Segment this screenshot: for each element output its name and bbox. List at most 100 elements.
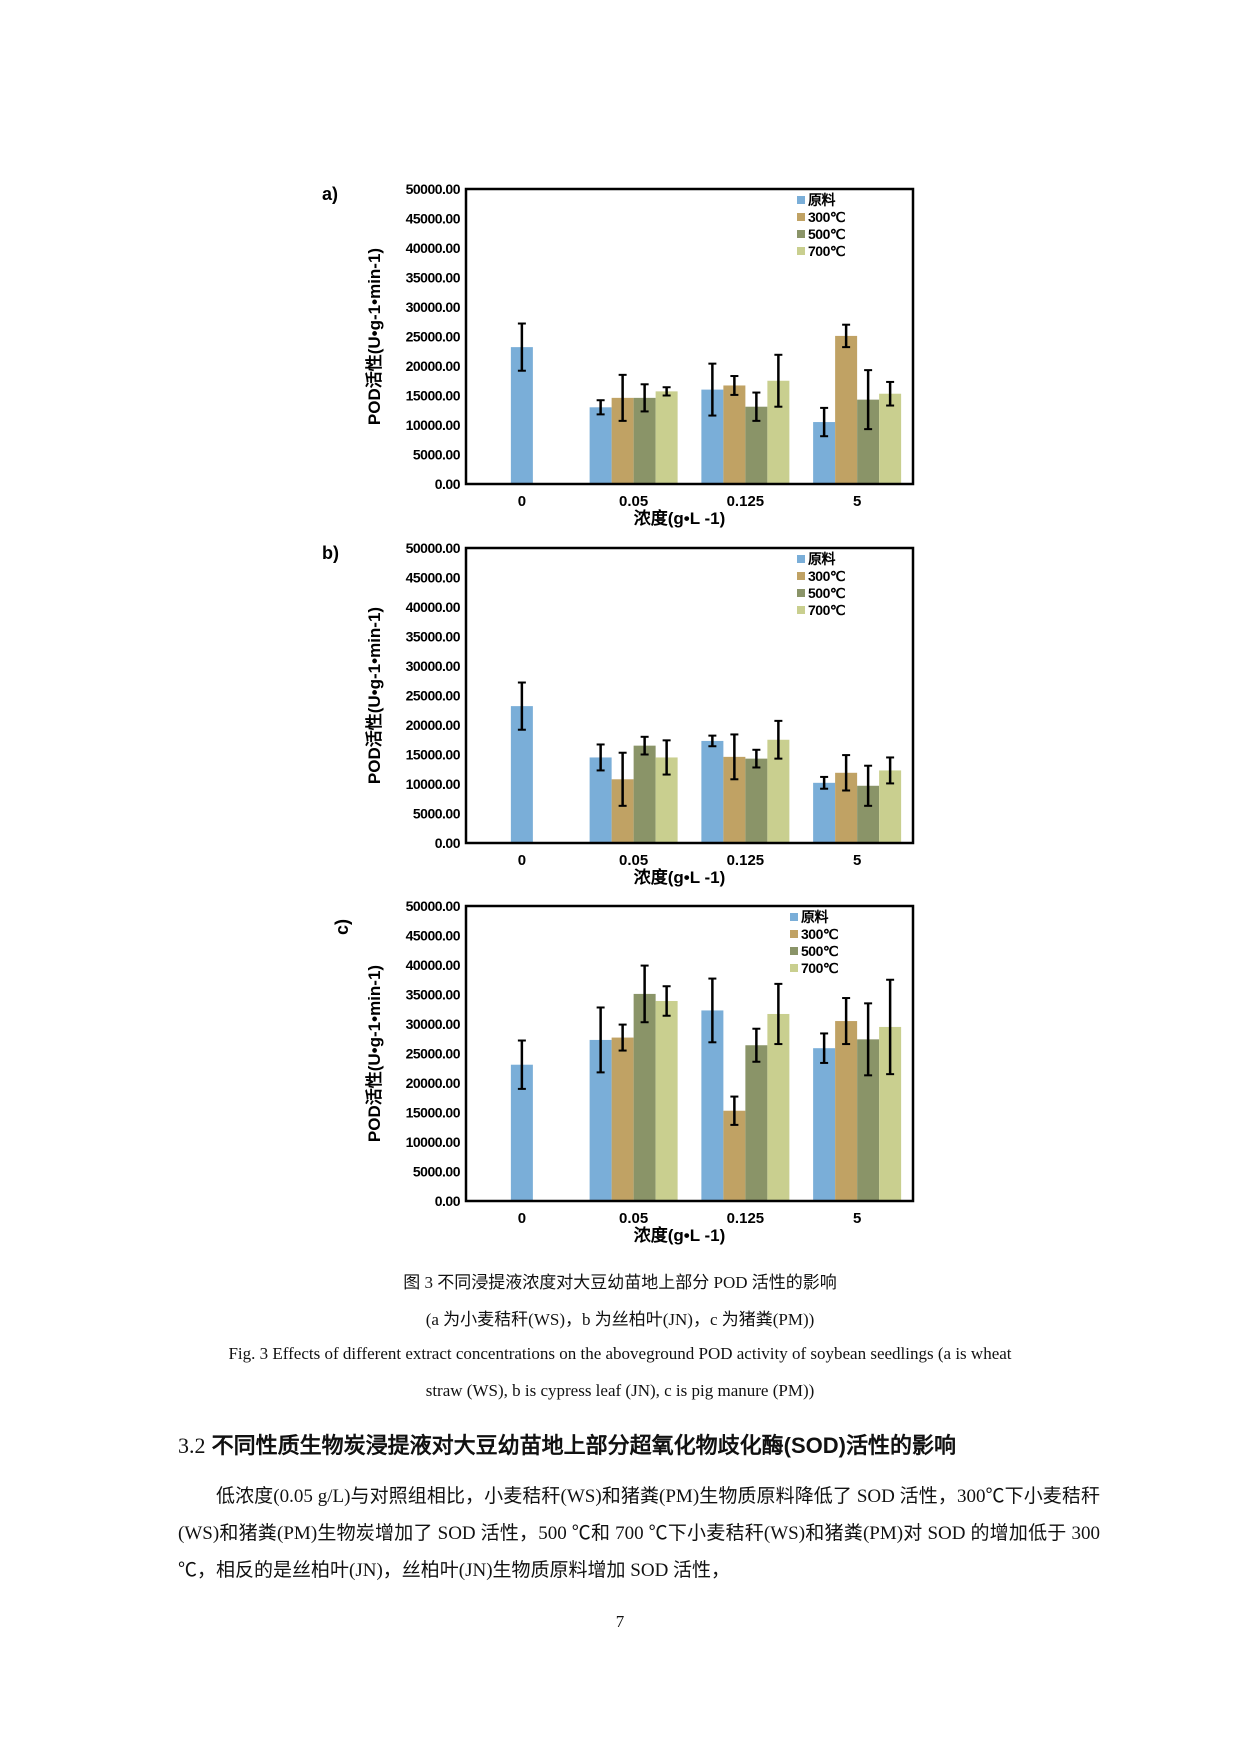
caption-zh-2: (a 为小麦秸秆(WS)，b 为丝柏叶(JN)，c 为猪粪(PM)) <box>425 1310 815 1329</box>
y-tick-label: 10000.00 <box>406 417 461 433</box>
page-number: 7 <box>615 1612 625 1631</box>
legend-swatch <box>797 230 805 238</box>
legend-swatch <box>790 913 798 921</box>
legend-swatch <box>797 555 805 563</box>
bar <box>633 397 656 484</box>
plot-frame <box>464 546 915 845</box>
x-tick-label: 0.125 <box>727 1210 765 1227</box>
y-axis-label: POD活性(U•g-1•min-1) <box>364 965 384 1142</box>
chart-b: 0.00 5000.00 10000.00 15000.00 20000.00 25000… <box>322 529 940 887</box>
y-tick-label: 5000.00 <box>413 447 461 463</box>
legend-label: 300℃ <box>801 926 839 942</box>
y-tick-label: 5000.00 <box>413 806 461 822</box>
paragraph: 低浓度(0.05 g/L)与对照组相比，小麦秸秆(WS)和猪粪(PM)生物质原料… <box>178 1486 1100 1581</box>
legend-label: 700℃ <box>808 243 846 259</box>
legend-label: 500℃ <box>808 226 846 242</box>
legend-swatch <box>797 213 805 221</box>
x-axis-label: 浓度(g•L -1) <box>634 1225 726 1245</box>
x-tick-label: 0.05 <box>619 493 648 510</box>
bar <box>589 757 612 843</box>
bar <box>589 407 612 484</box>
legend-swatch <box>797 589 805 597</box>
bar <box>767 1013 790 1201</box>
panel-label: c) <box>332 919 352 935</box>
panel-label: a) <box>322 184 338 204</box>
bar <box>745 1045 768 1201</box>
x-tick-label: 0 <box>518 852 526 869</box>
bar <box>611 397 634 484</box>
legend-label: 700℃ <box>808 602 846 618</box>
y-tick-label: 40000.00 <box>406 599 461 615</box>
bar <box>879 393 902 484</box>
x-tick-label: 0.05 <box>619 1210 648 1227</box>
chart-a: 0.00 5000.00 10000.00 15000.00 20000.00 25000… <box>322 170 940 528</box>
plot-frame <box>464 187 915 486</box>
bar <box>701 740 724 843</box>
plot-frame <box>464 904 915 1203</box>
legend-label: 300℃ <box>808 568 846 584</box>
legend-swatch <box>790 964 798 972</box>
bar <box>835 335 858 484</box>
chart-c: 0.00 5000.00 10000.00 15000.00 20000.00 25000… <box>332 887 940 1245</box>
bar <box>633 993 656 1201</box>
legend-swatch <box>790 930 798 938</box>
y-tick-label: 0.00 <box>435 835 461 851</box>
bar <box>835 1021 858 1201</box>
bar <box>510 706 533 843</box>
y-tick-label: 0.00 <box>435 476 461 492</box>
caption-zh-1: 图 3 不同浸提液浓度对大豆幼苗地上部分 POD 活性的影响 <box>403 1273 837 1292</box>
bar <box>857 785 880 843</box>
y-tick-label: 45000.00 <box>406 211 461 227</box>
legend-swatch <box>797 572 805 580</box>
bar <box>879 770 902 843</box>
y-tick-label: 30000.00 <box>406 658 461 674</box>
bar <box>835 772 858 843</box>
bar <box>611 1037 634 1201</box>
y-tick-label: 25000.00 <box>406 688 461 704</box>
caption-en-1: Fig. 3 Effects of different extract conc… <box>228 1344 1012 1363</box>
y-axis-label: POD活性(U•g-1•min-1) <box>364 607 384 784</box>
bar <box>745 758 768 843</box>
bar <box>767 739 790 843</box>
x-axis-label: 浓度(g•L -1) <box>634 867 726 887</box>
legend-label: 原料 <box>808 551 835 567</box>
chart-svg: 0.00 5000.00 10000.00 15000.00 20000.00 25000… <box>322 181 915 528</box>
y-tick-label: 20000.00 <box>406 717 461 733</box>
bar <box>701 389 724 484</box>
bar <box>723 385 746 484</box>
x-tick-label: 0 <box>518 1210 526 1227</box>
legend-swatch <box>797 606 805 614</box>
legend-label: 500℃ <box>808 585 846 601</box>
bar <box>589 1039 612 1201</box>
y-tick-label: 40000.00 <box>406 957 461 973</box>
y-tick-label: 5000.00 <box>413 1164 461 1180</box>
bar <box>510 347 533 484</box>
legend-swatch <box>797 196 805 204</box>
x-axis-label: 浓度(g•L -1) <box>634 508 726 528</box>
y-tick-label: 35000.00 <box>406 987 461 1003</box>
y-tick-label: 35000.00 <box>406 270 461 286</box>
bar <box>633 745 656 843</box>
bar <box>857 1039 880 1201</box>
y-tick-label: 40000.00 <box>406 240 461 256</box>
y-tick-label: 50000.00 <box>406 540 461 556</box>
legend-label: 原料 <box>801 909 828 925</box>
bar <box>745 406 768 484</box>
legend-label: 300℃ <box>808 209 846 225</box>
y-tick-label: 20000.00 <box>406 358 461 374</box>
bar <box>813 782 836 843</box>
x-tick-label: 0.05 <box>619 852 648 869</box>
x-tick-label: 0.125 <box>727 493 765 510</box>
bar <box>655 757 678 843</box>
bar <box>655 1000 678 1201</box>
chart-svg: 0.00 5000.00 10000.00 15000.00 20000.00 25000… <box>322 540 915 887</box>
y-tick-label: 50000.00 <box>406 181 461 197</box>
x-tick-label: 0.125 <box>727 852 765 869</box>
legend-label: 原料 <box>808 192 835 208</box>
y-tick-label: 15000.00 <box>406 1105 461 1121</box>
bar <box>611 779 634 843</box>
x-tick-label: 5 <box>853 493 861 510</box>
body-text: 低浓度(0.05 g/L)与对照组相比，小麦秸秆(WS)和猪粪(PM)生物质原料… <box>178 1478 1100 1589</box>
bar <box>813 1048 836 1201</box>
